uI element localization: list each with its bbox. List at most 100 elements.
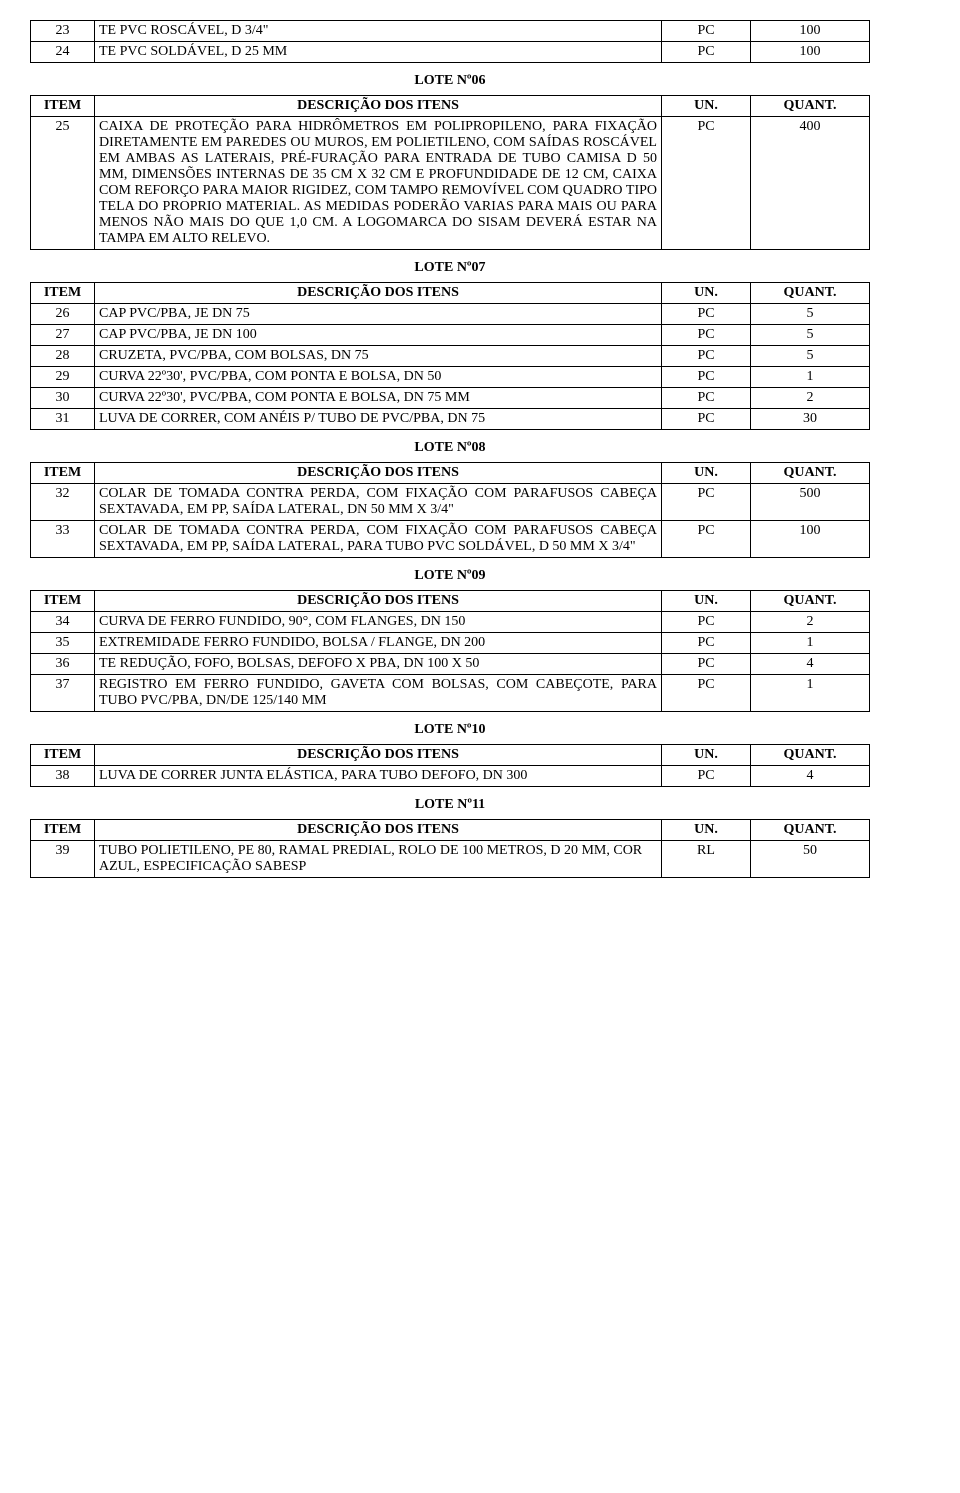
cell-qt: 100 bbox=[751, 521, 870, 558]
header-un: UN. bbox=[662, 591, 751, 612]
cell-item: 34 bbox=[31, 612, 95, 633]
header-un: UN. bbox=[662, 283, 751, 304]
cell-desc: TE PVC ROSCÁVEL, D 3/4" bbox=[95, 21, 662, 42]
cell-qt: 500 bbox=[751, 484, 870, 521]
cell-qt: 100 bbox=[751, 21, 870, 42]
cell-un: PC bbox=[662, 42, 751, 63]
cell-desc: TE REDUÇÃO, FOFO, BOLSAS, DEFOFO X PBA, … bbox=[95, 654, 662, 675]
cell-un: PC bbox=[662, 346, 751, 367]
cell-desc: CURVA 22º30', PVC/PBA, COM PONTA E BOLSA… bbox=[95, 367, 662, 388]
cell-item: 30 bbox=[31, 388, 95, 409]
header-un: UN. bbox=[662, 820, 751, 841]
table-header-row: ITEM DESCRIÇÃO DOS ITENS UN. QUANT. bbox=[31, 283, 870, 304]
cell-desc: LUVA DE CORRER, COM ANÉIS P/ TUBO DE PVC… bbox=[95, 409, 662, 430]
table-header-row: ITEM DESCRIÇÃO DOS ITENS UN. QUANT. bbox=[31, 96, 870, 117]
cell-item: 24 bbox=[31, 42, 95, 63]
cell-desc: TE PVC SOLDÁVEL, D 25 MM bbox=[95, 42, 662, 63]
table-header-row: ITEM DESCRIÇÃO DOS ITENS UN. QUANT. bbox=[31, 745, 870, 766]
cell-un: PC bbox=[662, 633, 751, 654]
header-un: UN. bbox=[662, 463, 751, 484]
table-row: 27 CAP PVC/PBA, JE DN 100 PC 5 bbox=[31, 325, 870, 346]
table-row: 31 LUVA DE CORRER, COM ANÉIS P/ TUBO DE … bbox=[31, 409, 870, 430]
cell-un: PC bbox=[662, 766, 751, 787]
header-item: ITEM bbox=[31, 820, 95, 841]
cell-item: 31 bbox=[31, 409, 95, 430]
table-row: 37 REGISTRO EM FERRO FUNDIDO, GAVETA COM… bbox=[31, 675, 870, 712]
cell-desc: CAP PVC/PBA, JE DN 75 bbox=[95, 304, 662, 325]
cell-item: 32 bbox=[31, 484, 95, 521]
cell-un: PC bbox=[662, 484, 751, 521]
header-item: ITEM bbox=[31, 591, 95, 612]
cell-un: PC bbox=[662, 654, 751, 675]
table-row: 29 CURVA 22º30', PVC/PBA, COM PONTA E BO… bbox=[31, 367, 870, 388]
header-desc: DESCRIÇÃO DOS ITENS bbox=[95, 463, 662, 484]
lote-title-08: LOTE Nº08 bbox=[30, 440, 870, 456]
cell-un: PC bbox=[662, 117, 751, 250]
cell-qt: 1 bbox=[751, 675, 870, 712]
table-row: 24 TE PVC SOLDÁVEL, D 25 MM PC 100 bbox=[31, 42, 870, 63]
table-lote-10: ITEM DESCRIÇÃO DOS ITENS UN. QUANT. LUVA… bbox=[30, 744, 870, 787]
table-row: 30 CURVA 22º30', PVC/PBA, COM PONTA E BO… bbox=[31, 388, 870, 409]
table-lote-11: ITEM DESCRIÇÃO DOS ITENS UN. QUANT. TUBO… bbox=[30, 819, 870, 878]
cell-item: 25 bbox=[31, 117, 95, 250]
header-un: UN. bbox=[662, 745, 751, 766]
cell-desc: LUVA DE CORRER JUNTA ELÁSTICA, PARA TUBO… bbox=[95, 766, 662, 787]
header-qt: QUANT. bbox=[751, 591, 870, 612]
header-qt: QUANT. bbox=[751, 820, 870, 841]
cell-qt: 4 bbox=[751, 654, 870, 675]
cell-un: PC bbox=[662, 367, 751, 388]
header-item: ITEM bbox=[31, 463, 95, 484]
cell-desc: CURVA DE FERRO FUNDIDO, 90°, COM FLANGES… bbox=[95, 612, 662, 633]
cell-item: 39 bbox=[31, 841, 95, 878]
table-header-row: ITEM DESCRIÇÃO DOS ITENS UN. QUANT. bbox=[31, 463, 870, 484]
cell-desc: CRUZETA, PVC/PBA, COM BOLSAS, DN 75 bbox=[95, 346, 662, 367]
lote-title-07: LOTE Nº07 bbox=[30, 260, 870, 276]
header-qt: QUANT. bbox=[751, 463, 870, 484]
cell-desc: COLAR DE TOMADA CONTRA PERDA, COM FIXAÇÃ… bbox=[95, 521, 662, 558]
cell-desc: CAP PVC/PBA, JE DN 100 bbox=[95, 325, 662, 346]
table-row: 23 TE PVC ROSCÁVEL, D 3/4" PC 100 bbox=[31, 21, 870, 42]
header-desc: DESCRIÇÃO DOS ITENS bbox=[95, 283, 662, 304]
table-row: 28 CRUZETA, PVC/PBA, COM BOLSAS, DN 75 P… bbox=[31, 346, 870, 367]
cell-un: PC bbox=[662, 521, 751, 558]
cell-un: PC bbox=[662, 409, 751, 430]
header-desc: DESCRIÇÃO DOS ITENS bbox=[95, 591, 662, 612]
header-item: ITEM bbox=[31, 96, 95, 117]
header-un: UN. bbox=[662, 96, 751, 117]
cell-item: 23 bbox=[31, 21, 95, 42]
header-qt: QUANT. bbox=[751, 283, 870, 304]
cell-qt: 100 bbox=[751, 42, 870, 63]
cell-item: 29 bbox=[31, 367, 95, 388]
table-row: 36 TE REDUÇÃO, FOFO, BOLSAS, DEFOFO X PB… bbox=[31, 654, 870, 675]
table-lote-07: ITEM DESCRIÇÃO DOS ITENS UN. QUANT. CAP … bbox=[30, 282, 870, 430]
cell-desc: CAIXA DE PROTEÇÃO PARA HIDRÔMETROS EM PO… bbox=[95, 117, 662, 250]
cell-qt: 1 bbox=[751, 633, 870, 654]
cell-un: PC bbox=[662, 304, 751, 325]
cell-item: 38 bbox=[31, 766, 95, 787]
cell-qt: 2 bbox=[751, 388, 870, 409]
lote-title-10: LOTE Nº10 bbox=[30, 722, 870, 738]
cell-un: PC bbox=[662, 325, 751, 346]
cell-item: 35 bbox=[31, 633, 95, 654]
cell-qt: 30 bbox=[751, 409, 870, 430]
header-desc: DESCRIÇÃO DOS ITENS bbox=[95, 96, 662, 117]
cell-desc: CURVA 22º30', PVC/PBA, COM PONTA E BOLSA… bbox=[95, 388, 662, 409]
cell-desc: REGISTRO EM FERRO FUNDIDO, GAVETA COM BO… bbox=[95, 675, 662, 712]
cell-un: PC bbox=[662, 675, 751, 712]
cell-item: 28 bbox=[31, 346, 95, 367]
header-item: ITEM bbox=[31, 745, 95, 766]
cell-qt: 5 bbox=[751, 304, 870, 325]
table-top-continuation: 23 TE PVC ROSCÁVEL, D 3/4" PC 100 24 TE … bbox=[30, 20, 870, 63]
cell-un: PC bbox=[662, 612, 751, 633]
header-desc: DESCRIÇÃO DOS ITENS bbox=[95, 745, 662, 766]
cell-item: 33 bbox=[31, 521, 95, 558]
lote-title-11: LOTE Nº11 bbox=[30, 797, 870, 813]
header-qt: QUANT. bbox=[751, 96, 870, 117]
cell-un: PC bbox=[662, 21, 751, 42]
cell-qt: 400 bbox=[751, 117, 870, 250]
cell-qt: 5 bbox=[751, 346, 870, 367]
cell-item: 26 bbox=[31, 304, 95, 325]
lote-title-06: LOTE Nº06 bbox=[30, 73, 870, 89]
header-qt: QUANT. bbox=[751, 745, 870, 766]
cell-qt: 50 bbox=[751, 841, 870, 878]
